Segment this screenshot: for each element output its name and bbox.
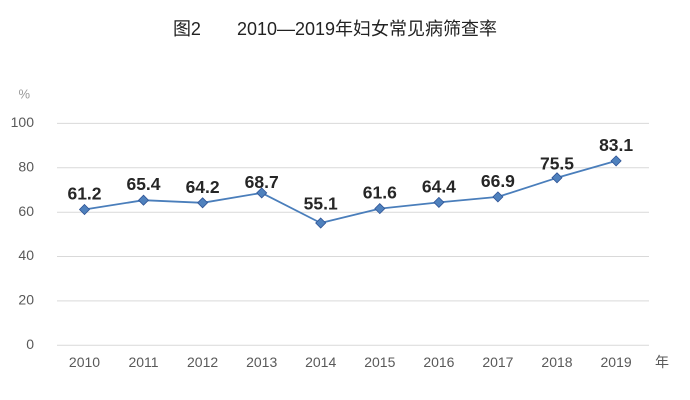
svg-text:0: 0 [26,336,34,352]
svg-text:2018: 2018 [541,354,572,370]
svg-text:2014: 2014 [305,354,336,370]
svg-text:83.1: 83.1 [599,135,633,155]
svg-text:64.2: 64.2 [186,177,220,197]
svg-text:61.2: 61.2 [67,184,101,204]
svg-text:2012: 2012 [187,354,218,370]
svg-text:61.6: 61.6 [363,183,397,203]
svg-text:55.1: 55.1 [304,194,338,214]
svg-text:2017: 2017 [482,354,513,370]
svg-text:68.7: 68.7 [245,172,279,192]
svg-text:65.4: 65.4 [126,174,160,194]
svg-text:2016: 2016 [423,354,454,370]
svg-text:2010: 2010 [69,354,100,370]
svg-text:年: 年 [655,354,669,370]
svg-text:2019: 2019 [601,354,632,370]
svg-text:64.4: 64.4 [422,176,456,196]
svg-text:75.5: 75.5 [540,154,574,174]
svg-text:40: 40 [18,247,34,263]
svg-text:20: 20 [18,292,34,308]
svg-text:100: 100 [11,114,35,130]
svg-text:2011: 2011 [128,354,158,370]
svg-text:2013: 2013 [246,354,277,370]
svg-text:66.9: 66.9 [481,171,515,191]
svg-text:%: % [18,86,30,101]
svg-text:80: 80 [18,159,34,175]
svg-text:60: 60 [18,203,34,219]
svg-text:2015: 2015 [364,354,395,370]
